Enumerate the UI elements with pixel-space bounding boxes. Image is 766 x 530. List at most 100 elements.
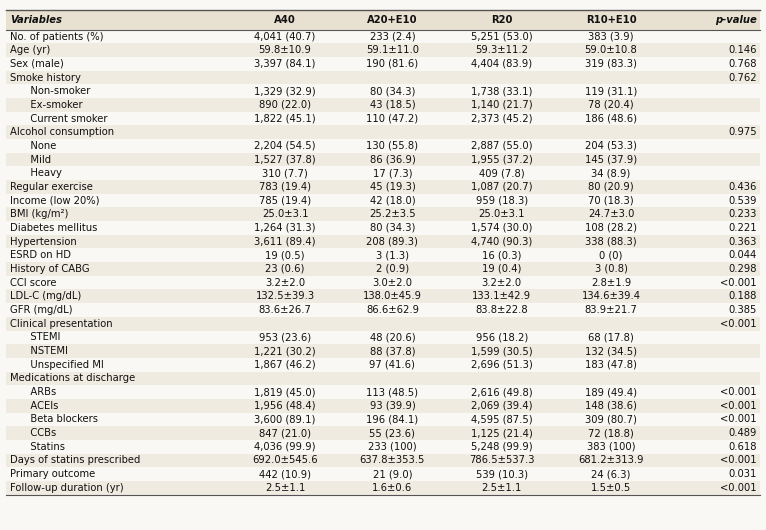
Text: 25.0±3.1: 25.0±3.1 xyxy=(479,209,525,219)
Text: 132.5±39.3: 132.5±39.3 xyxy=(255,292,315,302)
Text: 1,264 (31.3): 1,264 (31.3) xyxy=(254,223,316,233)
Text: 383 (100): 383 (100) xyxy=(587,441,635,452)
Text: 4,740 (90.3): 4,740 (90.3) xyxy=(471,236,532,246)
Text: 681.2±313.9: 681.2±313.9 xyxy=(578,455,643,465)
Text: 3,611 (89.4): 3,611 (89.4) xyxy=(254,236,316,246)
Text: p-value: p-value xyxy=(715,15,757,24)
Text: 68 (17.8): 68 (17.8) xyxy=(588,332,634,342)
Text: 80 (34.3): 80 (34.3) xyxy=(370,223,415,233)
Text: 42 (18.0): 42 (18.0) xyxy=(370,196,415,206)
Bar xyxy=(6,262,760,276)
Bar xyxy=(6,331,760,344)
Text: 25.0±3.1: 25.0±3.1 xyxy=(262,209,308,219)
Text: R20: R20 xyxy=(491,15,512,24)
Text: No. of patients (%): No. of patients (%) xyxy=(10,31,103,41)
Text: 2,616 (49.8): 2,616 (49.8) xyxy=(471,387,532,397)
Text: 0.975: 0.975 xyxy=(728,127,757,137)
Text: 4,041 (40.7): 4,041 (40.7) xyxy=(254,31,316,41)
Text: 0.539: 0.539 xyxy=(728,196,757,206)
Text: 83.8±22.8: 83.8±22.8 xyxy=(476,305,528,315)
Bar xyxy=(6,440,760,454)
Text: 1.5±0.5: 1.5±0.5 xyxy=(591,483,631,493)
Text: 3.0±2.0: 3.0±2.0 xyxy=(372,278,412,288)
Text: 93 (39.9): 93 (39.9) xyxy=(369,401,415,411)
Text: 319 (83.3): 319 (83.3) xyxy=(585,59,637,69)
Text: BMI (kg/m²): BMI (kg/m²) xyxy=(10,209,68,219)
Text: 1.6±0.6: 1.6±0.6 xyxy=(372,483,413,493)
Text: 17 (7.3): 17 (7.3) xyxy=(373,168,412,178)
Text: 1,867 (46.2): 1,867 (46.2) xyxy=(254,360,316,370)
Text: None: None xyxy=(21,141,57,151)
Text: Age (yr): Age (yr) xyxy=(10,45,51,55)
Text: Days of statins prescribed: Days of statins prescribed xyxy=(10,455,140,465)
Text: 0.762: 0.762 xyxy=(728,73,757,83)
Bar xyxy=(6,207,760,221)
Text: 0.146: 0.146 xyxy=(728,45,757,55)
Text: Beta blockers: Beta blockers xyxy=(21,414,99,425)
Bar xyxy=(6,84,760,98)
Text: 130 (55.8): 130 (55.8) xyxy=(366,141,418,151)
Text: 113 (48.5): 113 (48.5) xyxy=(366,387,418,397)
Text: 208 (89.3): 208 (89.3) xyxy=(366,236,418,246)
Text: 1,955 (37.2): 1,955 (37.2) xyxy=(471,155,532,165)
Text: 1,822 (45.1): 1,822 (45.1) xyxy=(254,113,316,123)
Text: 0.044: 0.044 xyxy=(728,250,757,260)
Text: 83.6±26.7: 83.6±26.7 xyxy=(259,305,312,315)
Text: Alcohol consumption: Alcohol consumption xyxy=(10,127,114,137)
Text: 34 (8.9): 34 (8.9) xyxy=(591,168,630,178)
Text: 83.9±21.7: 83.9±21.7 xyxy=(584,305,637,315)
Text: 0.188: 0.188 xyxy=(728,292,757,302)
Text: 59.3±11.2: 59.3±11.2 xyxy=(475,45,529,55)
Text: 847 (21.0): 847 (21.0) xyxy=(259,428,311,438)
Text: 3.2±2.0: 3.2±2.0 xyxy=(265,278,305,288)
Text: 2,887 (55.0): 2,887 (55.0) xyxy=(471,141,532,151)
Bar xyxy=(6,112,760,126)
Text: 189 (49.4): 189 (49.4) xyxy=(585,387,637,397)
Text: 186 (48.6): 186 (48.6) xyxy=(585,113,637,123)
Text: 1,738 (33.1): 1,738 (33.1) xyxy=(471,86,532,96)
Text: Variables: Variables xyxy=(10,15,62,24)
Text: 310 (7.7): 310 (7.7) xyxy=(262,168,308,178)
Text: 0.363: 0.363 xyxy=(728,236,757,246)
Bar xyxy=(6,70,760,84)
Text: 890 (22.0): 890 (22.0) xyxy=(259,100,311,110)
Text: 1,574 (30.0): 1,574 (30.0) xyxy=(471,223,532,233)
Text: 1,599 (30.5): 1,599 (30.5) xyxy=(471,346,532,356)
Bar xyxy=(6,126,760,139)
Text: 0 (0): 0 (0) xyxy=(599,250,623,260)
Text: Hypertension: Hypertension xyxy=(10,236,77,246)
Bar xyxy=(6,344,760,358)
Text: Unspecified MI: Unspecified MI xyxy=(21,360,104,370)
Text: 3 (0.8): 3 (0.8) xyxy=(594,264,627,274)
Text: 133.1±42.9: 133.1±42.9 xyxy=(472,292,532,302)
Text: <0.001: <0.001 xyxy=(720,278,757,288)
Text: 21 (9.0): 21 (9.0) xyxy=(373,469,412,479)
Text: <0.001: <0.001 xyxy=(720,387,757,397)
Text: 86.6±62.9: 86.6±62.9 xyxy=(366,305,419,315)
Text: 0.298: 0.298 xyxy=(728,264,757,274)
Text: <0.001: <0.001 xyxy=(720,401,757,411)
Text: 233 (2.4): 233 (2.4) xyxy=(370,31,415,41)
Text: 785 (19.4): 785 (19.4) xyxy=(259,196,311,206)
Bar xyxy=(6,57,760,70)
Text: 108 (28.2): 108 (28.2) xyxy=(585,223,637,233)
Text: A40: A40 xyxy=(274,15,296,24)
Text: <0.001: <0.001 xyxy=(720,455,757,465)
Text: Diabetes mellitus: Diabetes mellitus xyxy=(10,223,97,233)
Text: 786.5±537.3: 786.5±537.3 xyxy=(469,455,535,465)
Text: Sex (male): Sex (male) xyxy=(10,59,64,69)
Text: 1,329 (32.9): 1,329 (32.9) xyxy=(254,86,316,96)
Bar xyxy=(6,43,760,57)
Text: Statins: Statins xyxy=(21,441,65,452)
Bar xyxy=(6,153,760,166)
Text: 409 (7.8): 409 (7.8) xyxy=(479,168,525,178)
Bar xyxy=(6,399,760,412)
Text: 953 (23.6): 953 (23.6) xyxy=(259,332,311,342)
Text: 5,248 (99.9): 5,248 (99.9) xyxy=(471,441,532,452)
Text: 4,595 (87.5): 4,595 (87.5) xyxy=(471,414,532,425)
Bar xyxy=(6,289,760,303)
Bar xyxy=(6,358,760,372)
Text: 1,087 (20.7): 1,087 (20.7) xyxy=(471,182,532,192)
Text: 4,404 (83.9): 4,404 (83.9) xyxy=(471,59,532,69)
Text: Primary outcome: Primary outcome xyxy=(10,469,95,479)
